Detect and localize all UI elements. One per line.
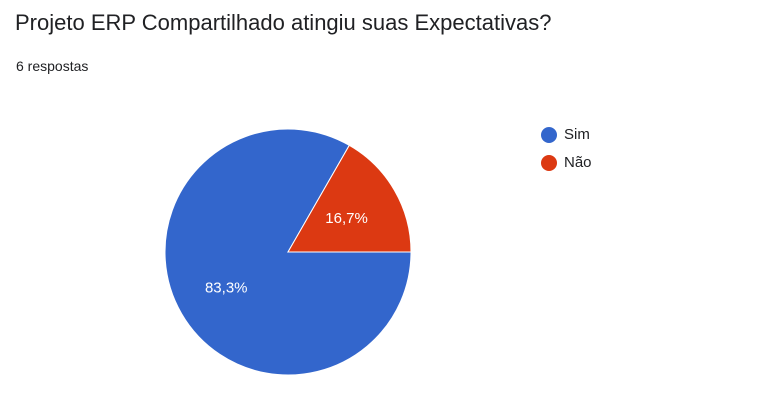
pie-data-label: 83,3% bbox=[205, 280, 248, 297]
legend-swatch bbox=[541, 155, 557, 171]
chart-legend: Sim Não bbox=[541, 122, 592, 178]
legend-swatch bbox=[541, 127, 557, 143]
legend-item-nao[interactable]: Não bbox=[541, 150, 592, 176]
legend-label: Não bbox=[564, 154, 592, 171]
question-title: Projeto ERP Compartilhado atingiu suas E… bbox=[15, 10, 552, 35]
legend-item-sim[interactable]: Sim bbox=[541, 122, 592, 148]
pie-slice-nao[interactable] bbox=[287, 144, 412, 253]
response-count: 6 respostas bbox=[16, 58, 89, 74]
pie-data-label: 16,7% bbox=[325, 210, 368, 227]
legend-label: Sim bbox=[564, 126, 590, 143]
